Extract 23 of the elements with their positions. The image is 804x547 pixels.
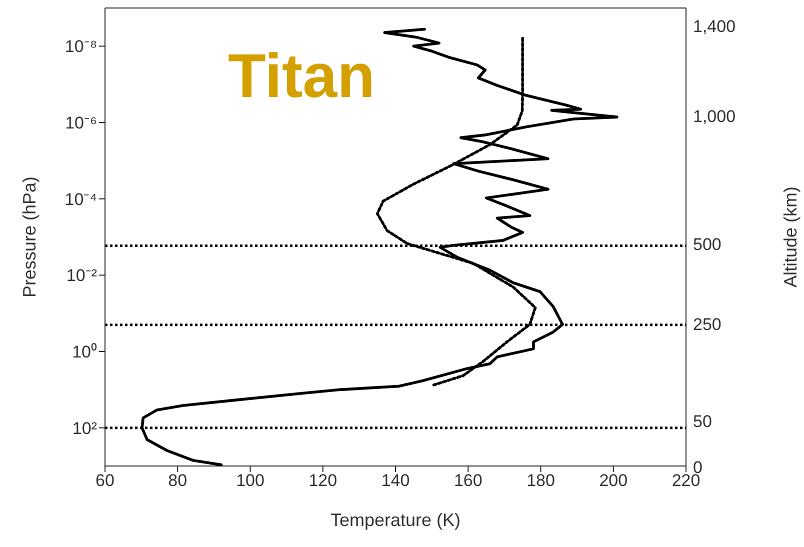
x-tick-label: 60 [96, 471, 114, 490]
x-tick-label: 180 [526, 471, 555, 490]
x-tick-label: 100 [236, 471, 264, 490]
x-tick-label: 160 [454, 471, 482, 490]
y-tick-label: 10⁰ [72, 342, 97, 362]
x-tick-label: 140 [381, 471, 410, 490]
text: 250 [693, 315, 722, 335]
x-axis-title: Temperature (K) [330, 510, 461, 530]
y-tick-label: 10⁻² [66, 266, 98, 286]
y-tick-label: 10² [72, 418, 98, 438]
y-tick-label: 10⁻⁸ [64, 37, 97, 56]
y-tick-label: 10⁻⁴ [64, 190, 97, 209]
text: 50 [693, 412, 712, 432]
x-tick-label: 200 [599, 471, 628, 490]
text: 500 [693, 235, 722, 255]
text: 1,400 [693, 17, 736, 37]
y2-axis-title: Altitude (km) [780, 186, 800, 288]
x-tick-label: 120 [308, 471, 338, 490]
y-tick-label: 10⁻⁶ [65, 114, 97, 133]
text: Titan [228, 42, 375, 111]
text: 1,000 [693, 107, 736, 127]
y-axis-title: Pressure (hPa) [19, 176, 40, 298]
x-tick-label: 80 [168, 471, 188, 490]
